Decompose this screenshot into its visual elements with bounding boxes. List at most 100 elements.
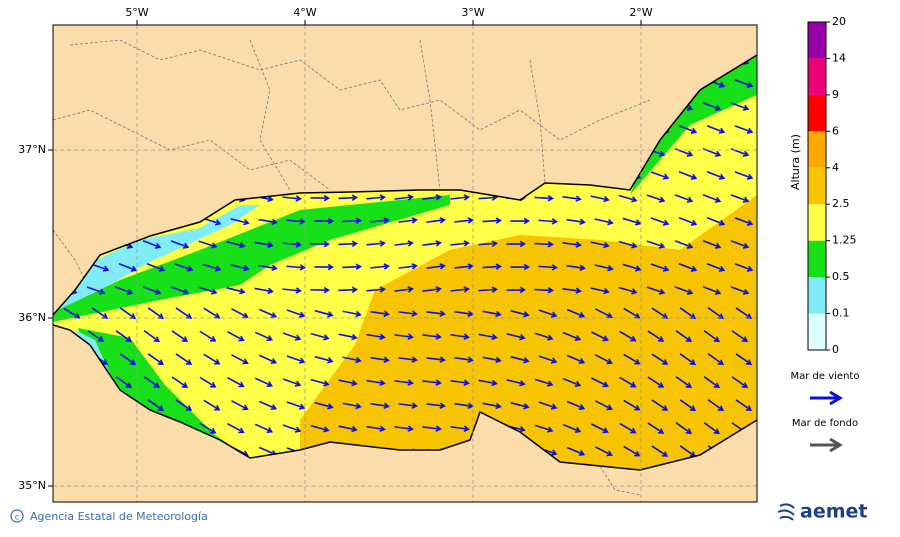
lon-label: 4°W	[293, 6, 316, 19]
wave-arrow	[338, 194, 358, 202]
wave-arrow	[591, 377, 609, 388]
wave-arrow	[534, 332, 554, 341]
colorbar-label: 14	[832, 51, 846, 64]
wave-arrow	[735, 399, 753, 411]
wave-arrow	[338, 425, 358, 433]
wave-arrow	[506, 240, 526, 248]
wave-arrow	[146, 263, 166, 272]
wave-arrow	[398, 356, 418, 363]
wave-arrow	[703, 330, 721, 343]
wave-arrow	[591, 331, 609, 342]
wave-arrow	[366, 425, 386, 433]
wave-arrow	[394, 379, 414, 386]
wave-arrow	[147, 353, 165, 366]
wave-arrow	[450, 194, 470, 201]
wave-arrow	[147, 399, 165, 412]
wave-arrow	[678, 171, 698, 180]
wave-arrow	[674, 240, 694, 249]
wave-arrow	[650, 263, 670, 272]
wave-arrow	[534, 241, 554, 248]
wave-arrow	[394, 194, 414, 201]
wave-arrow	[619, 422, 637, 434]
wave-arrow	[619, 330, 637, 342]
wave-arrow	[286, 264, 306, 271]
wave-arrow	[450, 333, 470, 340]
wave-arrow	[282, 287, 302, 294]
wave-arrow	[366, 286, 386, 293]
wave-arrow	[707, 399, 725, 412]
colorbar-label: 9	[832, 88, 839, 101]
colorbar-label: 6	[832, 124, 839, 137]
wave-arrow	[366, 194, 386, 201]
wave-arrow	[454, 310, 474, 317]
logo: aemet	[777, 501, 867, 523]
wave-arrow	[646, 240, 666, 249]
colorbar-band	[808, 240, 826, 278]
lon-label: 3°W	[461, 6, 484, 19]
wave-arrow	[422, 425, 442, 432]
wave-arrow	[422, 194, 442, 201]
wave-arrow	[674, 286, 694, 295]
wave-arrow	[282, 378, 302, 387]
wave-arrow	[254, 331, 274, 342]
wave-arrow	[258, 218, 278, 226]
wave-arrow	[731, 376, 749, 388]
wave-arrow	[562, 287, 582, 294]
wave-arrow	[86, 286, 106, 295]
wave-arrow	[175, 353, 193, 365]
wave-arrow	[482, 402, 502, 410]
wave-arrow	[703, 376, 721, 389]
wave-arrow	[170, 240, 190, 249]
wave-arrow	[366, 333, 386, 341]
wave-arrow	[482, 217, 502, 224]
wave-arrow	[478, 240, 498, 247]
wave-arrow	[342, 310, 362, 318]
copyright-icon	[10, 509, 24, 523]
colorbar-band	[808, 277, 826, 314]
wave-arrow	[366, 240, 386, 247]
wave-arrow	[566, 218, 586, 225]
wave-arrow	[566, 400, 586, 410]
wave-arrow	[254, 423, 274, 434]
wave-arrow	[675, 422, 693, 435]
wave-arrow	[227, 423, 245, 434]
wave-arrow	[707, 353, 725, 366]
wave-arrow	[450, 286, 470, 293]
wave-arrow	[231, 308, 249, 319]
wave-arrow	[731, 330, 749, 342]
wave-arrow	[566, 354, 586, 364]
wave-arrow	[338, 379, 358, 387]
wave-arrow	[227, 377, 245, 388]
wave-arrow	[370, 310, 390, 317]
wave-arrow	[426, 356, 446, 363]
wave-arrow	[506, 286, 526, 294]
wave-area	[53, 205, 260, 312]
wave-arrow	[562, 241, 582, 248]
wave-arrow	[651, 399, 669, 411]
colorbar-label: 0.5	[832, 270, 850, 283]
wave-arrow	[199, 422, 217, 434]
wave-arrow	[422, 379, 442, 386]
wave-arrow	[594, 264, 614, 272]
wave-arrow	[618, 240, 638, 249]
wave-arrow	[734, 217, 754, 226]
wave-arrow	[730, 240, 750, 249]
wave-arrow	[562, 195, 582, 202]
wave-arrow	[450, 240, 470, 247]
colorbar-band	[808, 58, 826, 95]
wave-arrow	[143, 376, 161, 389]
wave-arrow	[202, 263, 222, 272]
wave-arrow	[314, 263, 334, 271]
wave-arrow	[706, 263, 726, 272]
wave-arrow	[562, 331, 582, 341]
wave-arrow	[735, 353, 753, 365]
wave-arrow	[702, 286, 722, 295]
wave-arrow	[310, 286, 330, 294]
wave-area	[78, 328, 260, 465]
wave-arrow	[338, 240, 358, 248]
colorbar-label: 0.1	[832, 307, 850, 320]
wave-arrow	[426, 263, 446, 270]
wave-arrow	[366, 379, 386, 387]
wave-arrow	[702, 194, 722, 203]
wave-arrow	[170, 286, 190, 295]
